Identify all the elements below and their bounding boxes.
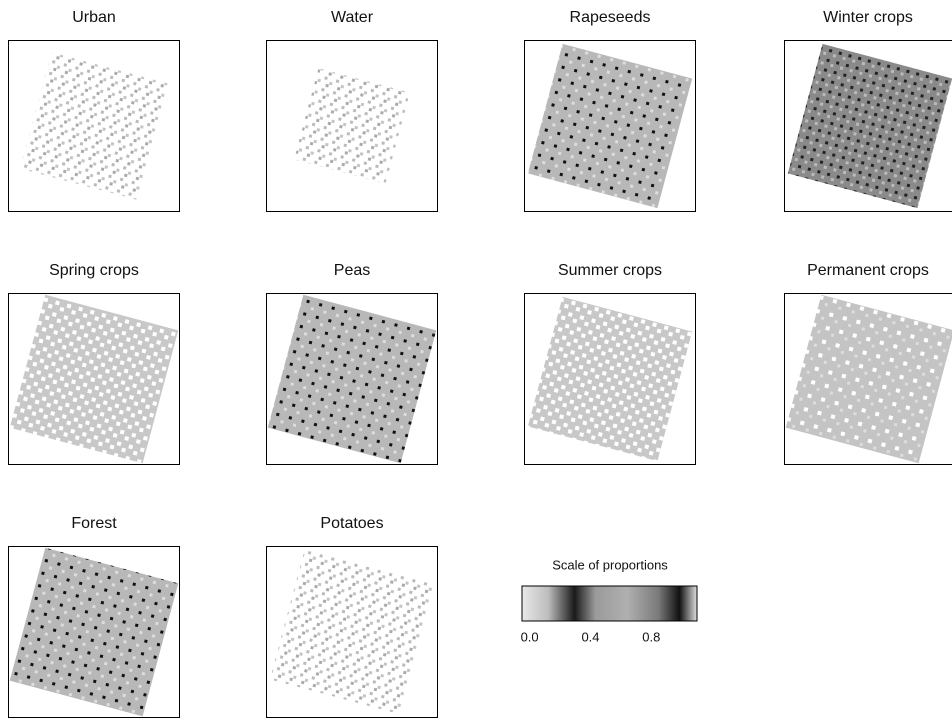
legend-tick-label: 0.0 xyxy=(521,629,539,644)
panel-title: Winter crops xyxy=(823,9,913,26)
legend-bar xyxy=(522,586,697,621)
panel-title: Rapeseeds xyxy=(570,9,651,26)
legend-title: Scale of proportions xyxy=(552,557,668,572)
panel-title: Forest xyxy=(71,515,117,532)
panel-title: Urban xyxy=(72,9,116,26)
panel-title: Water xyxy=(331,9,374,26)
panel-title: Summer crops xyxy=(558,262,662,279)
legend-tick-label: 0.4 xyxy=(581,629,599,644)
panel-title: Spring crops xyxy=(49,262,139,279)
panel-title: Potatoes xyxy=(320,515,383,532)
panel-title: Peas xyxy=(334,262,370,279)
figure: Scale of proportions Urban Water Rapeseeds… xyxy=(0,0,952,720)
legend-tick-label: 0.8 xyxy=(642,629,660,644)
panel-title: Permanent crops xyxy=(807,262,929,279)
